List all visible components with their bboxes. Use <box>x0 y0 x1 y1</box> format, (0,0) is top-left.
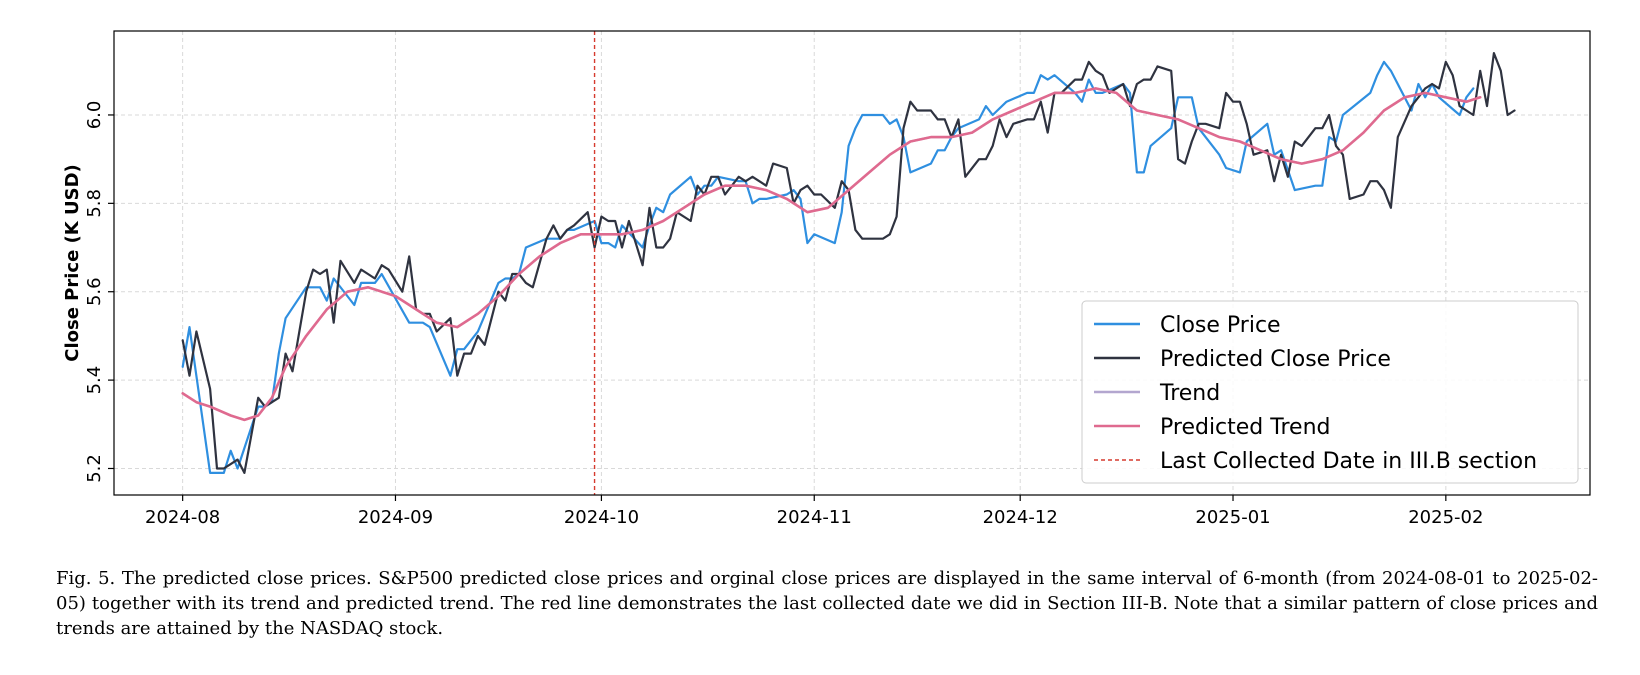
legend: Close Price Predicted Close Price Trend Pre… <box>1081 300 1579 484</box>
x-tick-label: 2024-11 <box>777 507 852 528</box>
legend-label: Trend <box>1159 381 1220 406</box>
y-tick-label: 6.0 <box>84 101 105 130</box>
series-line-predicted-close-price <box>181 52 1516 474</box>
x-tick-label: 2025-01 <box>1195 507 1270 528</box>
line-chart: 2024-08 2024-09 2024-10 2024-11 2024-12 2025-… <box>62 30 1591 528</box>
legend-label: Last Collected Date in III.B section <box>1160 449 1537 474</box>
legend-label: Predicted Trend <box>1160 415 1330 440</box>
plot-frame <box>113 30 1591 496</box>
y-tick-label: 5.8 <box>84 189 105 218</box>
y-tick-label: 5.2 <box>84 454 105 483</box>
series-group <box>181 52 1516 474</box>
figure-caption: Fig. 5. The predicted close prices. S&P5… <box>56 568 1598 639</box>
x-tick-label: 2024-12 <box>983 507 1058 528</box>
x-tick-label: 2024-10 <box>564 507 639 528</box>
legend-label: Predicted Close Price <box>1160 347 1391 372</box>
grid <box>114 31 1590 495</box>
x-axis: 2024-08 2024-09 2024-10 2024-11 2024-12 2025-… <box>145 495 1483 528</box>
y-axis-label: Close Price (K USD) <box>62 164 83 362</box>
series-line-predicted-trend <box>181 87 1482 422</box>
legend-label: Close Price <box>1160 313 1281 338</box>
series-line-close-price <box>181 60 1475 474</box>
x-tick-label: 2024-08 <box>145 507 220 528</box>
legend-box <box>1081 300 1579 484</box>
x-tick-label: 2024-09 <box>358 507 433 528</box>
y-tick-label: 5.4 <box>84 366 105 395</box>
y-axis: 5.2 5.4 5.6 5.8 6.0 <box>84 101 114 483</box>
y-tick-label: 5.6 <box>84 277 105 306</box>
x-tick-label: 2025-02 <box>1408 507 1483 528</box>
